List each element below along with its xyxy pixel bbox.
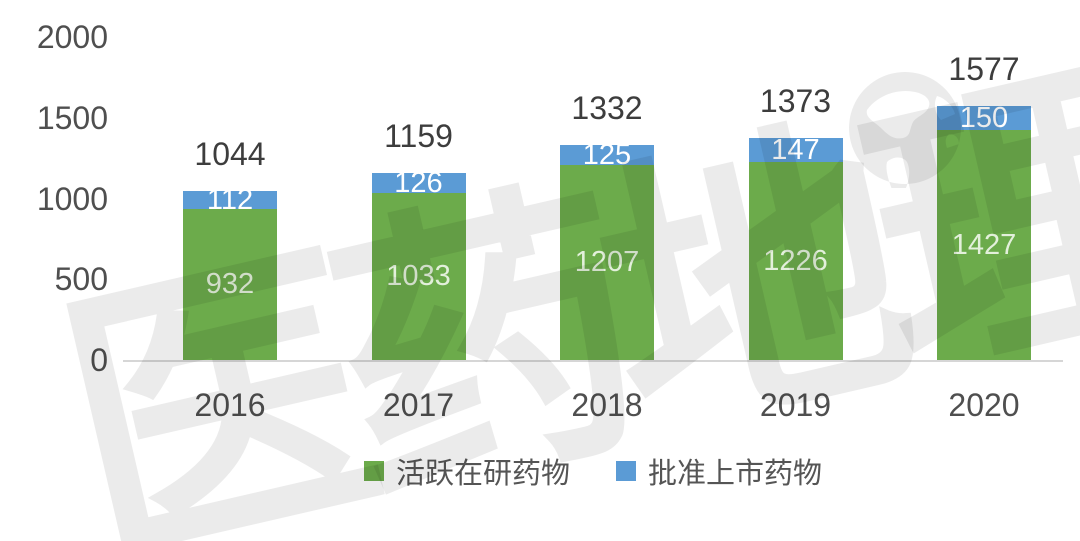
bar-segment-approved-drugs: 150 — [937, 101, 1031, 134]
legend-swatch-icon — [616, 461, 636, 481]
legend-label: 批准上市药物 — [648, 458, 823, 490]
y-tick-label: 500 — [54, 261, 108, 298]
legend-swatch-icon — [363, 461, 384, 481]
bar-value-label: 150 — [959, 101, 1009, 134]
x-tick-label: 2017 — [382, 387, 455, 423]
bar-value-label: 1226 — [763, 244, 828, 277]
bar-value-label: 126 — [394, 166, 443, 199]
x-tick-label: 2019 — [759, 387, 832, 423]
total-label: 1577 — [948, 51, 1020, 87]
bar-value-label: 1033 — [386, 260, 451, 292]
bar-segment-approved-drugs: 125 — [560, 140, 654, 169]
bar-segment-active-drugs: 1033 — [371, 193, 466, 360]
y-tick-label: 1500 — [36, 99, 108, 136]
total-label: 1332 — [571, 90, 643, 126]
bar-segment-approved-drugs: 147 — [748, 133, 843, 166]
y-tick-label: 1000 — [36, 180, 108, 217]
bar-segment-active-drugs: 1207 — [560, 165, 654, 360]
bar-segment-active-drugs: 1226 — [748, 162, 843, 360]
legend-item: 批准上市药物 — [616, 450, 822, 492]
bar-segment-approved-drugs: 112 — [183, 185, 277, 214]
legend: 活跃在研药物 批准上市药物 — [123, 450, 1063, 492]
x-axis-line — [123, 360, 1063, 362]
x-tick-label: 2020 — [948, 387, 1020, 423]
bar-value-label: 147 — [771, 133, 820, 166]
bar-segment-active-drugs: 1427 — [937, 130, 1031, 360]
bar-value-label: 112 — [206, 183, 254, 216]
x-tick-label: 2016 — [194, 387, 266, 423]
x-tick-label: 2018 — [571, 387, 643, 423]
bar-value-label: 932 — [205, 268, 255, 300]
total-label: 1373 — [759, 83, 832, 119]
bar-value-label: 1427 — [951, 228, 1017, 261]
bar-value-label: 125 — [582, 138, 632, 171]
total-label: 1044 — [194, 136, 266, 172]
bar-value-label: 1207 — [574, 246, 640, 278]
y-tick-label: 0 — [90, 342, 108, 378]
legend-label: 活跃在研药物 — [395, 458, 570, 490]
bar-segment-approved-drugs: 126 — [371, 168, 466, 197]
total-label: 1159 — [384, 118, 453, 154]
bar-segment-active-drugs: 932 — [183, 209, 277, 360]
y-tick-label: 2000 — [36, 19, 108, 55]
legend-item: 活跃在研药物 — [363, 450, 570, 492]
